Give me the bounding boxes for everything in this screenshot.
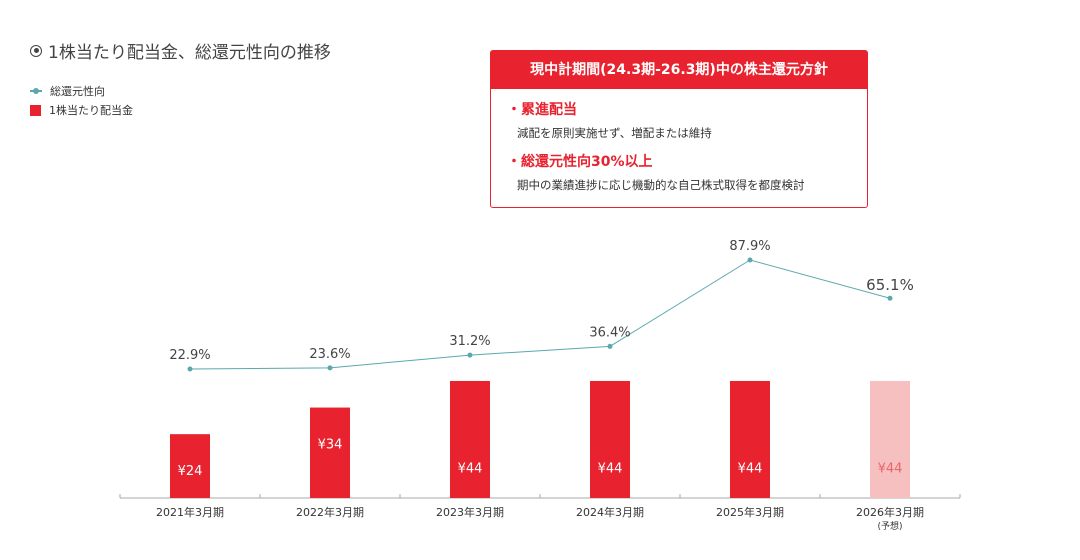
bar xyxy=(310,407,350,498)
legend-bar-label: 1株当たり配当金 xyxy=(49,104,133,117)
title-text: 1株当たり配当金、総還元性向の推移 xyxy=(48,43,331,63)
line-label: 65.1% xyxy=(866,276,914,294)
x-tick-note: (予想) xyxy=(877,520,902,532)
line-point xyxy=(887,295,893,301)
bar xyxy=(170,434,210,498)
bar-label: ¥34 xyxy=(318,438,343,453)
bar-label: ¥44 xyxy=(878,462,903,477)
bar xyxy=(730,380,770,498)
chart-title: 1株当たり配当金、総還元性向の推移 xyxy=(30,38,331,63)
line-label: 31.2% xyxy=(449,334,490,349)
x-tick-label: 2021年3月期 xyxy=(156,505,224,519)
x-tick-label: 2025年3月期 xyxy=(716,505,784,519)
line-label: 87.9% xyxy=(729,239,770,254)
bar-label: ¥44 xyxy=(738,462,763,477)
bar xyxy=(450,380,490,498)
line-marker-icon xyxy=(30,88,42,94)
policy-item-title: ・累進配当 xyxy=(507,102,577,118)
x-tick-label: 2026年3月期 xyxy=(856,505,924,519)
line-point xyxy=(747,257,753,263)
policy-header: 現中計期間(24.3期-26.3期)中の株主還元方針 xyxy=(491,51,867,89)
line-point xyxy=(467,352,473,358)
line-point xyxy=(327,365,333,371)
x-tick-label: 2024年3月期 xyxy=(576,505,644,519)
line-series xyxy=(189,259,891,370)
line-label: 23.6% xyxy=(309,347,350,362)
bar-swatch-icon xyxy=(30,104,41,116)
policy-item-desc: 期中の業績進捗に応じ機動的な自己株式取得を都度検討 xyxy=(517,178,805,192)
bar-label: ¥24 xyxy=(178,464,203,479)
x-tick-label: 2023年3月期 xyxy=(436,505,504,519)
bar xyxy=(590,380,630,498)
line-label: 22.9% xyxy=(169,348,210,363)
policy-item-desc: 減配を原則実施せず、増配または維持 xyxy=(517,126,712,140)
policy-item-title: ・総還元性向30%以上 xyxy=(507,154,653,170)
bar xyxy=(870,380,910,498)
legend-line-label: 総還元性向 xyxy=(50,85,105,98)
policy-box: 現中計期間(24.3期-26.3期)中の株主還元方針 ・累進配当 減配を原則実施… xyxy=(490,50,868,208)
line-label: 36.4% xyxy=(589,325,630,340)
legend-bar: 1株当たり配当金 xyxy=(30,102,133,118)
x-tick-label: 2022年3月期 xyxy=(296,505,364,519)
legend-line: 総還元性向 xyxy=(30,83,105,99)
bullet-icon xyxy=(30,44,42,57)
bar-label: ¥44 xyxy=(598,462,623,477)
line-point xyxy=(187,366,193,372)
line-point xyxy=(607,343,613,349)
bar-label: ¥44 xyxy=(458,462,483,477)
